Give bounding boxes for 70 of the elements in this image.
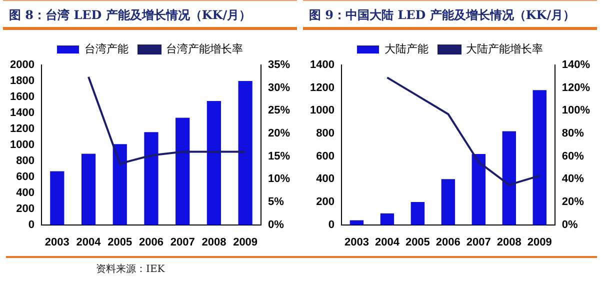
y2-tick-label: 40% [562, 173, 584, 186]
bar [238, 80, 252, 225]
bar [472, 154, 486, 225]
legend-label: 大陆产能 [384, 42, 428, 56]
y-tick-label: 1400 [10, 106, 34, 119]
y2-tick-label: 120% [562, 82, 590, 94]
chart-title: 图 8：台湾 LED 产能及增长情况（KK/月） [3, 0, 297, 30]
y2-tick-label: 80% [562, 128, 584, 140]
chart-title: 图 9：中国大陆 LED 产能及增长情况（KK/月） [303, 0, 597, 30]
y-tick-label: 600 [316, 150, 334, 162]
y2-tick-label: 140% [562, 59, 590, 72]
y-tick-label: 800 [316, 128, 334, 140]
y2-tick-label: 60% [562, 150, 584, 162]
bar [380, 213, 394, 225]
y-tick-label: 0 [328, 218, 334, 231]
bar [532, 90, 546, 225]
y2-tick-label: 25% [268, 104, 290, 117]
x-tick-label: 2003 [44, 236, 70, 248]
x-tick-label: 2006 [138, 236, 164, 248]
x-tick-label: 2007 [170, 236, 195, 248]
y2-tick-label: 35% [268, 59, 290, 72]
bar [176, 118, 190, 225]
y-tick-label: 600 [16, 170, 34, 183]
y-tick-label: 1400 [310, 59, 334, 72]
bar [112, 144, 127, 225]
legend-label: 大陆产能增长率 [466, 42, 543, 56]
y-tick-label: 1000 [310, 104, 334, 117]
y-tick-label: 1800 [10, 75, 34, 88]
bar [81, 154, 96, 225]
legend-label: 台湾产能增长率 [166, 42, 243, 56]
y2-tick-label: 20% [562, 196, 584, 208]
y-tick-label: 400 [16, 186, 34, 199]
y-tick-label: 200 [16, 202, 34, 215]
y-tick-label: 1200 [10, 122, 34, 135]
y2-tick-label: 0% [268, 218, 284, 231]
y-tick-label: 2000 [10, 59, 34, 72]
legend-label: 台湾产能 [84, 42, 128, 56]
x-tick-label: 2007 [466, 236, 491, 248]
y-tick-label: 400 [316, 173, 334, 186]
bar [350, 220, 364, 225]
x-tick-label: 2005 [108, 236, 132, 248]
x-tick-label: 2008 [496, 236, 522, 248]
y2-tick-label: 10% [268, 173, 290, 186]
x-tick-label: 2003 [344, 236, 369, 248]
bar [441, 179, 456, 225]
y2-tick-label: 15% [268, 150, 290, 162]
y2-tick-label: 0% [562, 218, 578, 231]
x-tick-label: 2005 [405, 236, 430, 248]
bar [502, 131, 516, 225]
bar [410, 202, 425, 225]
y2-tick-label: 100% [562, 104, 590, 117]
x-tick-label: 2009 [527, 236, 552, 248]
y-tick-label: 1600 [10, 90, 34, 103]
x-tick-label: 2008 [202, 236, 226, 248]
y2-tick-label: 20% [268, 128, 290, 140]
y-tick-label: 1200 [310, 82, 334, 94]
bar [50, 171, 64, 225]
x-tick-label: 2006 [436, 236, 460, 248]
y-tick-label: 0 [28, 218, 34, 231]
x-tick-label: 2009 [233, 236, 258, 248]
text: 资料来源：IEK [6, 256, 597, 276]
y-tick-label: 200 [316, 196, 334, 208]
y-tick-label: 1000 [10, 138, 34, 151]
x-tick-label: 2004 [76, 236, 102, 248]
y2-tick-label: 5% [268, 196, 284, 208]
x-tick-label: 2004 [374, 236, 400, 248]
y2-tick-label: 30% [268, 82, 290, 94]
bar [206, 100, 221, 225]
bar [144, 132, 158, 225]
y-tick-label: 800 [16, 154, 34, 167]
